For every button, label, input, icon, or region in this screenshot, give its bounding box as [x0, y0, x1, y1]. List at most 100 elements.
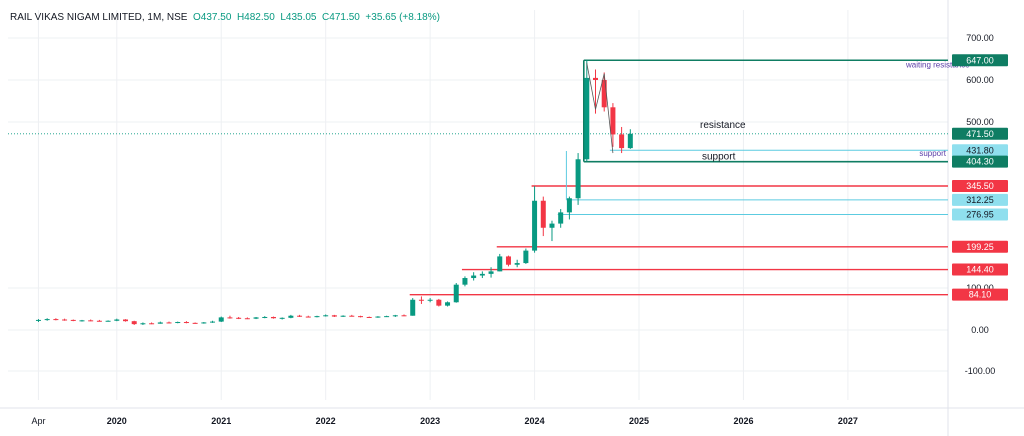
candle-body	[35, 319, 41, 321]
zigzag-drawing	[586, 63, 614, 154]
candle-body	[366, 316, 372, 318]
price-badge	[952, 127, 1008, 140]
candle-body	[375, 316, 381, 318]
x-tick-label: Apr	[31, 416, 45, 426]
price-badge-label: 404.30	[966, 157, 994, 167]
candle-body	[410, 299, 416, 316]
candle-body	[166, 322, 172, 324]
y-tick-label: 500.00	[966, 117, 994, 127]
candle-body	[262, 316, 268, 318]
waiting-resistance-note: waiting resistance	[905, 60, 970, 69]
candle-body	[183, 322, 189, 324]
open-value: O437.50	[193, 12, 232, 23]
candle-body	[331, 315, 337, 317]
x-tick-label: 2025	[629, 416, 649, 426]
candle-body	[427, 299, 433, 301]
y-tick-label: 700.00	[966, 33, 994, 43]
x-tick-label: 2027	[838, 416, 858, 426]
symbol-name: RAIL VIKAS NIGAM LIMITED, 1M, NSE	[10, 12, 188, 23]
candle-body	[288, 315, 294, 318]
y-tick-label: 0.00	[971, 325, 989, 335]
candle-body	[88, 320, 94, 322]
resistance-note: resistance	[700, 120, 746, 131]
candle-body	[157, 322, 163, 324]
candle-body	[497, 256, 503, 272]
candle-body	[540, 200, 546, 228]
x-tick-label: 2022	[316, 416, 336, 426]
price-badge	[952, 208, 1008, 221]
candle-body	[53, 319, 59, 321]
price-badge-label: 276.95	[966, 209, 994, 219]
candle-body	[601, 80, 607, 108]
low-value: L435.05	[280, 12, 317, 23]
candle-body	[418, 299, 424, 301]
price-badge	[952, 288, 1008, 301]
candle-body	[479, 273, 485, 276]
candle-body	[514, 263, 520, 265]
candle-body	[218, 317, 224, 322]
candle-body	[462, 278, 468, 285]
candle-body	[114, 319, 120, 321]
candle-body	[236, 317, 242, 319]
x-tick-label: 2023	[420, 416, 440, 426]
candle-body	[149, 323, 155, 325]
candle-body	[79, 320, 85, 322]
candle-body	[384, 316, 390, 318]
price-badge-label: 84.10	[969, 290, 992, 300]
close-value: C471.50	[322, 12, 360, 23]
candle-body	[619, 134, 625, 149]
candle-body	[270, 316, 276, 319]
candle-body	[96, 320, 102, 322]
candle-body	[314, 316, 320, 318]
y-tick-label: 600.00	[966, 75, 994, 85]
candle-body	[210, 321, 216, 323]
candle-body	[201, 322, 207, 324]
candle-body	[445, 302, 451, 306]
price-badge	[952, 144, 1008, 157]
candle-body	[140, 323, 146, 325]
y-tick-label: -100.00	[965, 366, 996, 376]
candle-body	[523, 250, 529, 264]
candle-body	[392, 315, 398, 317]
high-value: H482.50	[236, 12, 275, 23]
candle-body	[558, 212, 564, 224]
price-badge-label: 199.25	[966, 242, 994, 252]
price-badge	[952, 180, 1008, 192]
candle-body	[227, 317, 233, 319]
support-note: support	[702, 151, 736, 162]
candle-body	[610, 107, 616, 135]
price-badge-label: 312.25	[966, 195, 994, 205]
candle-body	[175, 322, 181, 324]
x-tick-label: 2020	[107, 416, 127, 426]
candle-body	[627, 133, 633, 149]
candle-body	[70, 319, 76, 321]
x-tick-label: 2024	[525, 416, 545, 426]
candle-body	[436, 299, 442, 306]
candle-body	[279, 317, 285, 319]
price-badge	[952, 193, 1008, 206]
price-badge-label: 647.00	[966, 55, 994, 65]
price-badge-label: 345.50	[966, 181, 994, 191]
price-badge	[952, 155, 1008, 168]
price-badge-label: 431.80	[966, 145, 994, 155]
price-badge	[952, 54, 1008, 67]
candle-body	[349, 315, 355, 317]
candle-body	[244, 318, 250, 320]
candle-body	[123, 319, 128, 322]
candle-body	[340, 315, 346, 317]
symbol-header: RAIL VIKAS NIGAM LIMITED, 1M, NSE O437.5…	[10, 12, 440, 23]
candle-body	[297, 315, 303, 317]
candle-body	[566, 198, 572, 213]
candle-body	[253, 317, 259, 319]
price-badge	[952, 263, 1008, 276]
candle-body	[488, 271, 494, 274]
candle-body	[593, 77, 598, 80]
candle-body	[305, 316, 311, 318]
x-tick-label: 2026	[733, 416, 753, 426]
support-small-note: support	[919, 149, 946, 158]
candle-body	[532, 200, 538, 251]
candle-body	[505, 256, 511, 265]
price-badge	[952, 240, 1008, 253]
